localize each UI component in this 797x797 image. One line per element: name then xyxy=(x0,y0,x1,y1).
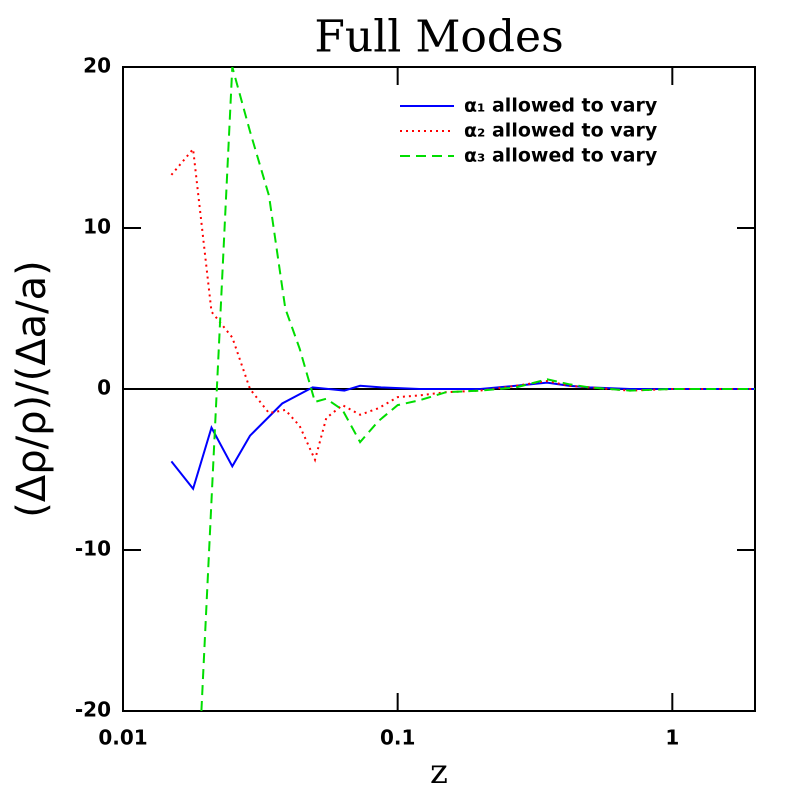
legend-label: α₁ allowed to vary xyxy=(464,95,658,117)
chart-title: Full Modes xyxy=(314,12,563,63)
x-tick-label: 1 xyxy=(665,726,679,750)
legend-label: α₃ allowed to vary xyxy=(464,145,658,167)
series-line xyxy=(170,381,755,491)
y-tick-label: 20 xyxy=(83,54,111,78)
x-tick-label: 0.01 xyxy=(98,726,147,750)
y-tick-label: 0 xyxy=(97,376,111,400)
legend-label: α₂ allowed to vary xyxy=(464,120,658,142)
y-tick-label: 10 xyxy=(83,215,111,239)
y-tick-label: -20 xyxy=(75,698,111,722)
y-axis-label: (Δρ/ρ)/(Δa/a) xyxy=(9,260,55,517)
plot-area xyxy=(170,67,755,711)
y-tick-label: -10 xyxy=(75,537,111,561)
series-line xyxy=(200,67,755,711)
series-line xyxy=(170,146,755,463)
x-axis-label: z xyxy=(430,752,448,792)
x-tick-label: 0.1 xyxy=(380,726,415,750)
